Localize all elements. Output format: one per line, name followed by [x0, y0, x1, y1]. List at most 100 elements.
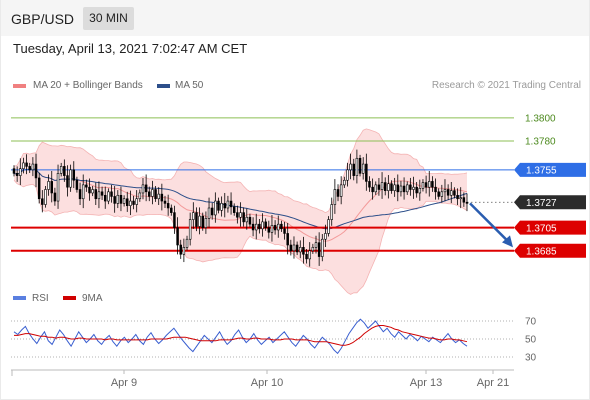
candle-body	[409, 184, 412, 190]
candle-body	[148, 191, 151, 197]
price-level-label-1.3800: 1.3800	[525, 113, 556, 124]
candle-body	[261, 221, 264, 230]
timeframe-button[interactable]: 30 MIN	[83, 7, 134, 30]
candle-body	[232, 206, 236, 213]
price-level-label-1.3685: 1.3685	[526, 246, 557, 257]
candle-body	[173, 212, 176, 228]
price-level-label-1.3780: 1.3780	[525, 137, 556, 148]
candle-body	[314, 242, 318, 248]
bollinger-legend-label: MA 20 + Bollinger Bands	[33, 80, 143, 91]
candle-body	[236, 212, 239, 218]
candle-body	[251, 223, 255, 231]
candle-body	[138, 192, 142, 200]
chart-header: GBP/USD 30 MIN	[1, 0, 589, 36]
candle-body	[349, 163, 352, 171]
candle-body	[214, 200, 217, 216]
rsi-tick-label-70: 70	[525, 317, 537, 328]
x-tick-label-apr-13: Apr 13	[410, 377, 442, 389]
candle-body	[66, 175, 69, 188]
candle-body	[277, 223, 280, 231]
candle-body	[267, 227, 271, 233]
candle-body	[358, 157, 362, 174]
rsi-ma9-line	[14, 325, 468, 346]
rsi-legend-swatch	[13, 296, 26, 300]
candle-body	[443, 189, 447, 193]
candle-body	[308, 250, 311, 260]
credit-text: Research © 2021 Trading Central	[431, 80, 581, 91]
candle-body	[245, 216, 249, 223]
price-level-tag-1.3705	[514, 220, 586, 235]
candle-body	[107, 191, 110, 202]
candle-body	[302, 247, 305, 255]
candle-body	[402, 185, 406, 193]
candle-body	[69, 169, 72, 188]
candle-body	[421, 182, 425, 189]
candle-body	[195, 212, 198, 227]
candle-body	[399, 185, 403, 193]
candle-body	[377, 184, 381, 190]
rsi-tick-label-30: 30	[525, 353, 537, 364]
candle-body	[88, 186, 91, 194]
candle-body	[336, 189, 340, 197]
candle-body	[321, 238, 324, 257]
candle-body	[47, 181, 50, 190]
candle-body	[185, 238, 189, 248]
candle-body	[387, 183, 390, 191]
candle-body	[119, 194, 123, 204]
rsi-legend-label: RSI	[32, 293, 49, 304]
candle-body	[34, 163, 38, 179]
candle-body	[198, 215, 201, 227]
candle-body	[264, 221, 267, 228]
candle-body	[239, 212, 242, 218]
candle-body	[94, 189, 98, 200]
price-level-tag-1.3685	[514, 243, 586, 258]
candle-body	[330, 204, 333, 220]
candle-body	[154, 189, 157, 200]
x-tick-label-apr-10: Apr 10	[251, 377, 283, 389]
timestamp: Tuesday, April 13, 2021 7:02:47 AM CET	[13, 41, 248, 56]
candle-body	[226, 200, 230, 209]
candle-body	[346, 169, 349, 181]
price-level-label-1.3755: 1.3755	[526, 165, 557, 176]
candle-body	[396, 184, 400, 193]
candle-body	[182, 247, 186, 255]
candle-body	[97, 191, 101, 200]
candle-body	[56, 173, 60, 202]
candle-body	[59, 166, 63, 174]
candle-body	[163, 200, 167, 204]
candle-body	[428, 181, 431, 188]
candle-body	[437, 191, 440, 197]
price-level-tag-1.3755	[514, 162, 586, 177]
candle-body	[91, 189, 94, 194]
candle-body	[176, 227, 179, 246]
candle-body	[160, 193, 164, 202]
candle-body	[383, 182, 387, 191]
candle-body	[179, 244, 182, 255]
candle-body	[365, 163, 368, 182]
pair-title: GBP/USD	[11, 11, 75, 27]
candle-body	[273, 225, 277, 231]
candle-body	[317, 242, 321, 257]
candle-body	[113, 196, 116, 204]
candle-body	[459, 197, 462, 200]
candle-body	[333, 189, 337, 205]
price-level-label-1.3727: 1.3727	[526, 198, 557, 209]
candle-body	[415, 186, 418, 194]
candle-body	[75, 179, 79, 190]
candle-body	[22, 162, 25, 169]
candle-body	[405, 184, 409, 193]
candle-body	[19, 168, 22, 176]
candle-body	[465, 201, 469, 204]
candle-body	[63, 166, 66, 176]
candle-body	[223, 203, 227, 209]
candle-body	[343, 179, 346, 186]
candle-body	[462, 197, 466, 203]
candle-body	[72, 169, 76, 181]
candle-body	[201, 215, 204, 228]
candle-body	[295, 244, 299, 253]
candle-body	[324, 233, 327, 240]
candle-body	[456, 194, 459, 200]
candle-body	[361, 163, 365, 174]
